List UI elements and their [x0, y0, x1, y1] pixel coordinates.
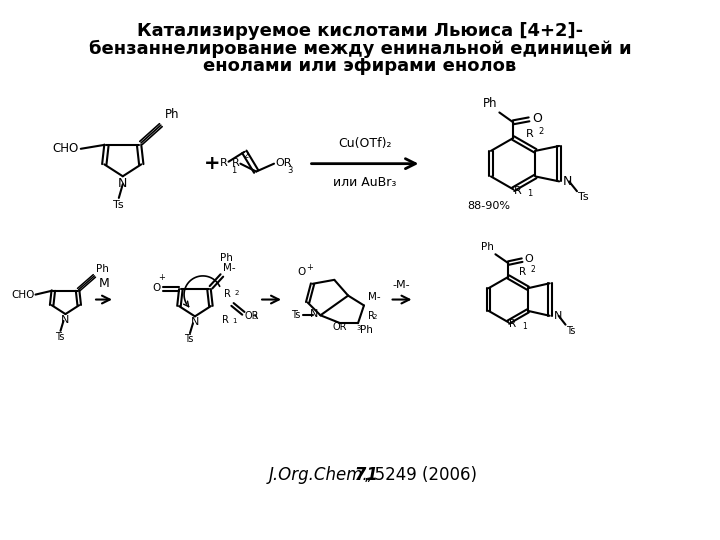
Text: O: O	[532, 112, 542, 125]
Text: N: N	[554, 311, 562, 321]
Text: Ts: Ts	[55, 332, 64, 342]
Text: Ph: Ph	[480, 242, 493, 252]
Text: 2: 2	[235, 289, 239, 295]
Text: Ph: Ph	[165, 108, 179, 122]
Text: M-: M-	[223, 264, 235, 273]
Text: M-: M-	[368, 293, 381, 302]
Text: Катализируемое кислотами Льюиса [4+2]-: Катализируемое кислотами Льюиса [4+2]-	[137, 22, 583, 40]
Text: бензаннелирование между енинальной единицей и: бензаннелирование между енинальной едини…	[89, 39, 631, 58]
Text: N: N	[61, 315, 70, 325]
Text: Cu(OTf)₂: Cu(OTf)₂	[338, 137, 392, 150]
Text: 3: 3	[287, 166, 292, 174]
Text: R: R	[368, 312, 375, 321]
Text: +: +	[306, 263, 313, 272]
Text: или AuBr₃: или AuBr₃	[333, 177, 397, 190]
Text: Ts: Ts	[112, 200, 123, 210]
Text: OR: OR	[333, 322, 347, 332]
Text: 2: 2	[243, 151, 248, 160]
Text: J.Org.Chem.,: J.Org.Chem.,	[269, 466, 374, 484]
Text: енолами или эфирами енолов: енолами или эфирами енолов	[203, 57, 517, 76]
Text: N: N	[563, 175, 572, 188]
Text: CHO: CHO	[53, 143, 78, 156]
Text: 88-90%: 88-90%	[467, 201, 510, 211]
Text: , 5249 (2006): , 5249 (2006)	[364, 466, 477, 484]
Text: 1: 1	[528, 189, 533, 198]
Text: O: O	[153, 284, 161, 293]
Text: R: R	[224, 288, 230, 299]
Text: OR: OR	[244, 312, 259, 321]
Text: Ph: Ph	[220, 253, 233, 262]
Text: N: N	[118, 177, 127, 190]
Text: R: R	[222, 315, 228, 325]
Text: N: N	[310, 309, 318, 319]
Text: R: R	[220, 158, 228, 168]
Text: +: +	[158, 273, 166, 282]
Text: 1: 1	[522, 322, 527, 330]
Text: CHO: CHO	[11, 289, 35, 300]
Text: 2: 2	[531, 266, 536, 274]
Text: Ph: Ph	[360, 325, 373, 335]
Text: R: R	[514, 186, 521, 197]
Text: R: R	[526, 129, 534, 139]
Text: -M-: -M-	[392, 280, 410, 289]
Text: OR: OR	[275, 158, 292, 168]
Text: O: O	[297, 267, 305, 277]
Text: N: N	[191, 318, 199, 327]
Text: 3: 3	[356, 325, 361, 331]
Text: Ts: Ts	[184, 334, 194, 344]
Text: O: O	[524, 254, 533, 264]
Text: 1: 1	[233, 318, 237, 324]
Text: Ts: Ts	[578, 192, 588, 202]
Text: Ts: Ts	[292, 310, 301, 320]
Text: 71: 71	[349, 466, 378, 484]
Text: 1: 1	[232, 166, 237, 174]
Text: +: +	[204, 154, 220, 173]
Text: M: M	[99, 276, 109, 289]
Text: Ph: Ph	[96, 264, 109, 274]
Text: 3: 3	[252, 314, 257, 320]
Text: R: R	[509, 319, 516, 329]
Text: 2: 2	[373, 314, 377, 320]
Text: R: R	[232, 158, 240, 168]
Text: 2: 2	[539, 127, 544, 136]
Text: Ts: Ts	[567, 326, 576, 336]
Text: R: R	[519, 267, 526, 278]
Text: Ph: Ph	[483, 98, 498, 111]
